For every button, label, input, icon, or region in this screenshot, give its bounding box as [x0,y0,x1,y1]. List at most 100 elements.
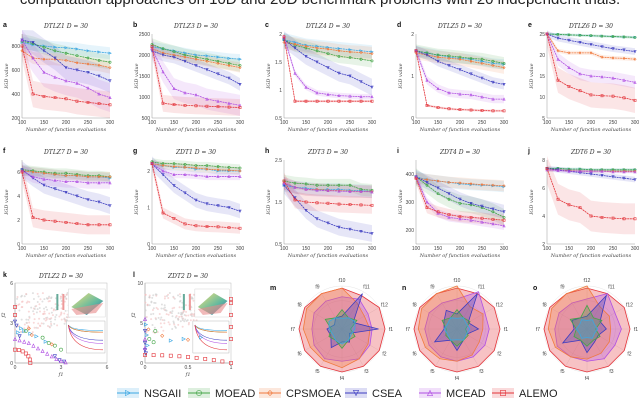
data-point-MCEAD [491,222,495,226]
data-point-CSEA [633,50,637,54]
data-point-CSEA [53,187,57,191]
radar-spoke [419,328,458,351]
scatter-point-NSGAII [168,338,174,343]
population-point [158,313,161,316]
data-point-ALEMO [567,85,571,88]
population-point [185,310,188,313]
data-point-ALEMO [64,97,68,101]
y-axis-label: IGD value [529,189,535,215]
population-point [42,313,45,316]
series-line-ALEMO [21,171,110,226]
data-point-CSEA [359,230,363,234]
data-point-CSEA [502,83,506,87]
scatter-point-ALEMO [20,349,25,354]
data-point-MCEAD [20,38,24,42]
population-point [191,313,194,316]
data-point-MOEAD [611,35,615,38]
panel-label: n [402,285,406,292]
legend-label: ALEMO [519,388,558,400]
data-point-CSEA [436,59,440,64]
population-point [41,292,44,295]
data-point-CSEA [469,202,473,206]
data-point-MCEAD [622,78,626,82]
data-point-CSEA [326,221,330,225]
data-point-ALEMO [491,217,495,221]
y-axis-label: IGD value [134,63,140,89]
data-point-CSEA [425,181,429,185]
band-CSEA [284,31,372,96]
data-point-ALEMO [578,206,582,210]
x-tick-label: 250 [84,120,93,126]
panel-label: k [3,272,7,279]
data-point-CPSMOEA [172,165,176,169]
data-point-MCEAD [238,174,242,178]
radar-area-CSEA [433,293,480,352]
y-tick-label: 2 [279,32,282,38]
population-point [59,297,62,300]
population-point [170,312,173,315]
inset-curve-CPSMOEA [194,324,228,333]
data-point-CPSMOEA [567,51,571,55]
data-point-MOEAD [447,197,451,201]
data-point-MOEAD [436,192,440,196]
population-point [164,309,167,312]
data-point-ALEMO [414,176,418,180]
population-point [157,316,160,319]
radar-axis-label: f3 [609,369,613,375]
data-point-MCEAD [75,81,79,85]
data-point-MOEAD [216,165,220,168]
y-axis-label: IGD value [4,63,10,89]
data-point-ALEMO [611,216,615,220]
y-tick-label: 200 [12,116,21,122]
x-tick-label: 6 [106,365,109,371]
x-tick-label: 250 [609,120,618,126]
population-point [32,312,35,315]
data-point-ALEMO [205,225,209,228]
population-point [178,300,181,303]
scatter-point-MCEAD [12,336,18,341]
population-point [50,317,53,320]
data-point-ALEMO [458,108,462,112]
scatter-point-ALEMO [23,351,28,356]
population-point [63,318,66,321]
data-point-MCEAD [53,75,57,79]
x-tick-label: 1 [230,365,233,371]
data-point-ALEMO [227,105,231,109]
population-point [179,313,182,316]
data-point-CSEA [556,168,560,172]
chart-panel-n: n f10 f11 f12 f1 f2 f3 f4 f5 f6 f7 f8 f9 [402,278,508,382]
data-point-MCEAD [447,91,451,95]
population-point [191,315,194,318]
scatter-point-MCEAD [142,336,148,341]
data-point-ALEMO [282,35,286,39]
data-point-CSEA [622,48,626,52]
population-point [184,304,187,307]
population-point [20,318,23,321]
data-point-ALEMO [545,167,549,170]
population-point [155,306,158,309]
band-CSEA [152,156,240,219]
population-point [177,323,180,326]
band-MCEAD [416,172,504,230]
x-tick-label: 200 [324,120,333,126]
data-point-ALEMO [97,102,101,106]
y-tick-label: 0 [10,361,13,367]
chart-title: ZDT4 D = 30 [439,149,480,156]
data-point-MCEAD [108,95,112,99]
x-axis-label: Number of function evaluations [419,127,501,133]
population-point [190,306,193,309]
population-point [35,326,38,329]
legend-item-MOEAD: MOEAD [188,388,255,400]
data-point-ALEMO [436,210,440,214]
data-point-MOEAD [469,56,473,60]
radar-area-MCEAD [554,293,622,362]
data-point-ALEMO [567,203,571,207]
data-point-MCEAD [458,92,462,96]
population-point [181,301,184,304]
chart-title: DTLZ1 D = 30 [43,23,88,30]
population-point [48,295,51,298]
data-point-ALEMO [502,218,506,222]
series-line-CSEA [151,163,241,212]
data-point-ALEMO [172,103,176,106]
data-point-MOEAD [480,57,484,61]
